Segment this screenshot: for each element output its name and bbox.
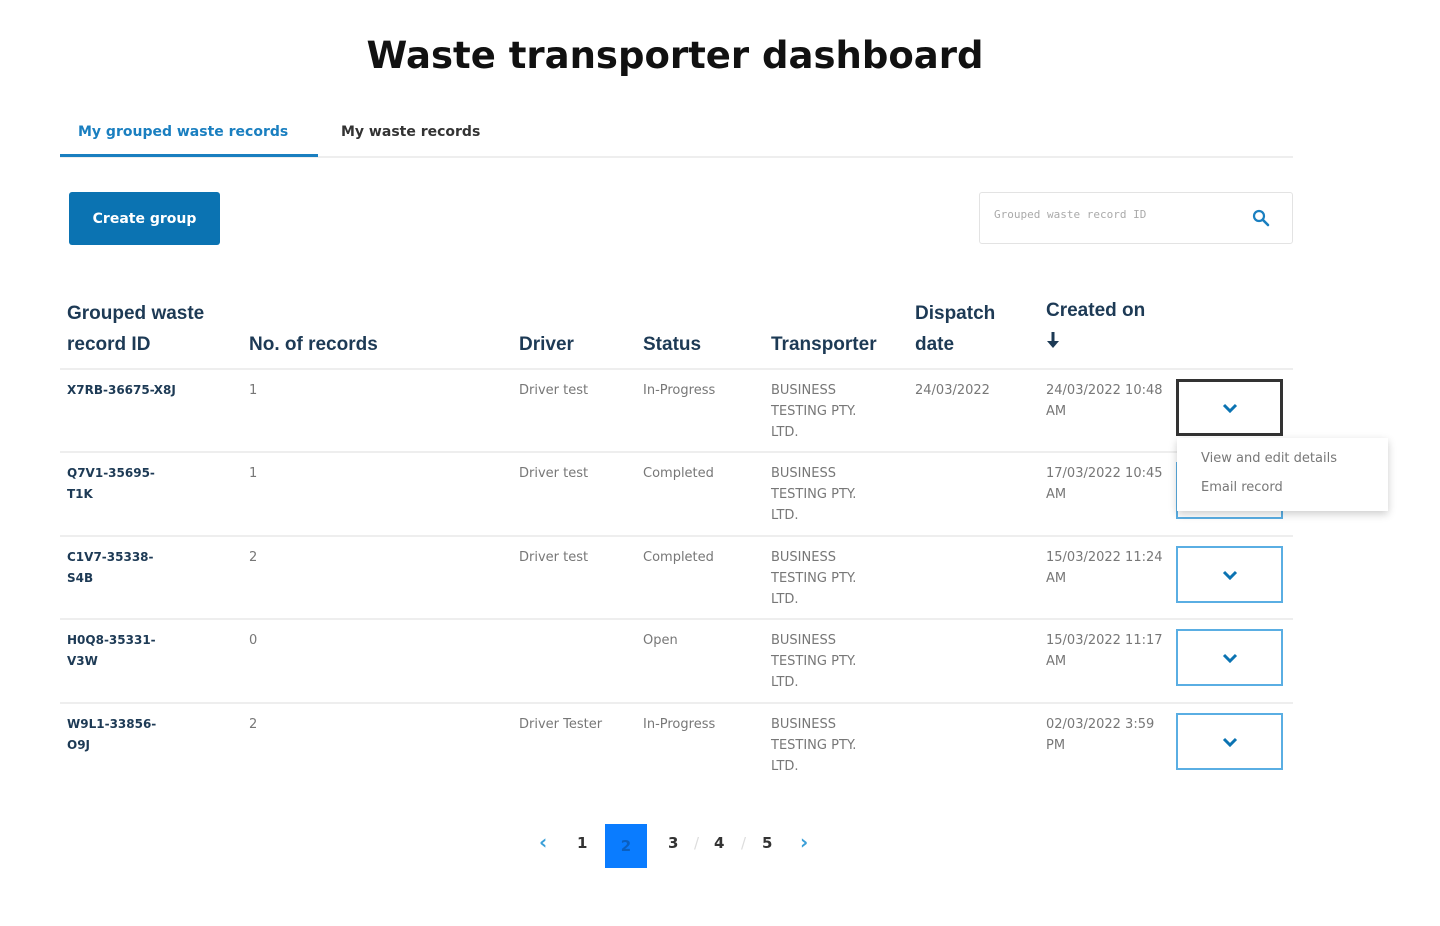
table-row: H0Q8-35331-V3W 0 Open BUSINESS TESTING PTY.… — [60, 618, 1293, 702]
status: Completed — [643, 466, 714, 481]
status: Completed — [643, 550, 714, 565]
page-4[interactable]: 4 — [714, 834, 725, 852]
created-on: 15/03/2022 11:17 AM — [1046, 633, 1163, 669]
record-count: 2 — [249, 550, 258, 565]
chevron-down-icon — [1222, 737, 1237, 747]
transporter: BUSINESS TESTING PTY. LTD. — [771, 466, 857, 523]
page-separator: / — [694, 834, 700, 852]
chevron-down-icon — [1222, 653, 1237, 663]
row-actions-button[interactable] — [1176, 546, 1283, 603]
tab-divider — [60, 156, 1293, 158]
menu-item-view-edit[interactable]: View and edit details — [1201, 451, 1337, 466]
record-count: 2 — [249, 717, 258, 732]
table-row: X7RB-36675-X8J 1 Driver test In-Progress BUS… — [60, 368, 1293, 452]
table-row: C1V7-35338-S4B 2 Driver test Completed BUSIN… — [60, 535, 1293, 619]
created-label: Created on — [1046, 300, 1146, 321]
column-header-status: Status — [643, 334, 702, 355]
record-id: X7RB-36675-X8J — [67, 383, 176, 397]
column-header-created[interactable]: Created on — [1046, 295, 1146, 357]
prev-page-button[interactable]: ‹ — [539, 830, 548, 854]
record-id: Q7V1-35695-T1K — [67, 466, 155, 501]
page-3[interactable]: 3 — [668, 834, 679, 852]
status: In-Progress — [643, 383, 716, 398]
page-2[interactable]: 2 — [605, 824, 647, 868]
record-id: C1V7-35338-S4B — [67, 550, 154, 585]
dispatch-date: 24/03/2022 — [915, 383, 990, 398]
transporter: BUSINESS TESTING PTY. LTD. — [771, 633, 857, 690]
transporter: BUSINESS TESTING PTY. LTD. — [771, 383, 857, 440]
status: Open — [643, 633, 678, 648]
search-box — [979, 192, 1293, 244]
menu-item-email-record[interactable]: Email record — [1201, 480, 1283, 495]
column-header-driver: Driver — [519, 334, 574, 355]
created-on: 24/03/2022 10:48 AM — [1046, 383, 1163, 419]
record-count: 1 — [249, 466, 258, 481]
record-id: H0Q8-35331-V3W — [67, 633, 156, 668]
driver: Driver test — [519, 466, 589, 481]
transporter: BUSINESS TESTING PTY. LTD. — [771, 717, 857, 774]
row-actions-button[interactable] — [1176, 713, 1283, 770]
created-on: 02/03/2022 3:59 PM — [1046, 717, 1155, 753]
driver: Driver Tester — [519, 717, 603, 732]
page-1[interactable]: 1 — [577, 834, 588, 852]
create-group-button[interactable]: Create group — [69, 192, 220, 245]
page-separator: / — [741, 834, 747, 852]
column-header-transporter: Transporter — [771, 334, 877, 355]
column-header-records: No. of records — [249, 334, 378, 355]
record-count: 1 — [249, 383, 258, 398]
created-on: 17/03/2022 10:45 AM — [1046, 466, 1163, 502]
row-action-menu: View and edit details Email record — [1177, 438, 1388, 511]
transporter: BUSINESS TESTING PTY. LTD. — [771, 550, 857, 607]
active-tab-indicator — [60, 154, 318, 157]
record-id: W9L1-33856-O9J — [67, 717, 157, 752]
tab-my-grouped-waste-records[interactable]: My grouped waste records — [78, 124, 289, 140]
table-row: W9L1-33856-O9J 2 Driver Tester In-Progress B… — [60, 702, 1293, 786]
driver: Driver test — [519, 550, 589, 565]
search-icon[interactable] — [1252, 209, 1270, 227]
driver: Driver test — [519, 383, 589, 398]
next-page-button[interactable]: › — [800, 830, 809, 854]
row-actions-button[interactable] — [1176, 379, 1283, 436]
column-header-id: Grouped waste record ID — [67, 303, 205, 355]
page-title: Waste transporter dashboard — [366, 34, 984, 77]
table-row: Q7V1-35695-T1K 1 Driver test Completed BUSIN… — [60, 451, 1293, 535]
column-header-dispatch: Dispatch date — [915, 303, 996, 355]
arrow-down-icon — [1047, 332, 1059, 348]
search-input[interactable] — [994, 208, 1244, 221]
chevron-down-icon — [1222, 570, 1237, 580]
tab-my-waste-records[interactable]: My waste records — [341, 124, 481, 140]
row-actions-button[interactable] — [1176, 629, 1283, 686]
created-on: 15/03/2022 11:24 AM — [1046, 550, 1163, 586]
page-5[interactable]: 5 — [762, 834, 773, 852]
status: In-Progress — [643, 717, 716, 732]
chevron-down-icon — [1222, 403, 1237, 413]
record-count: 0 — [249, 633, 258, 648]
